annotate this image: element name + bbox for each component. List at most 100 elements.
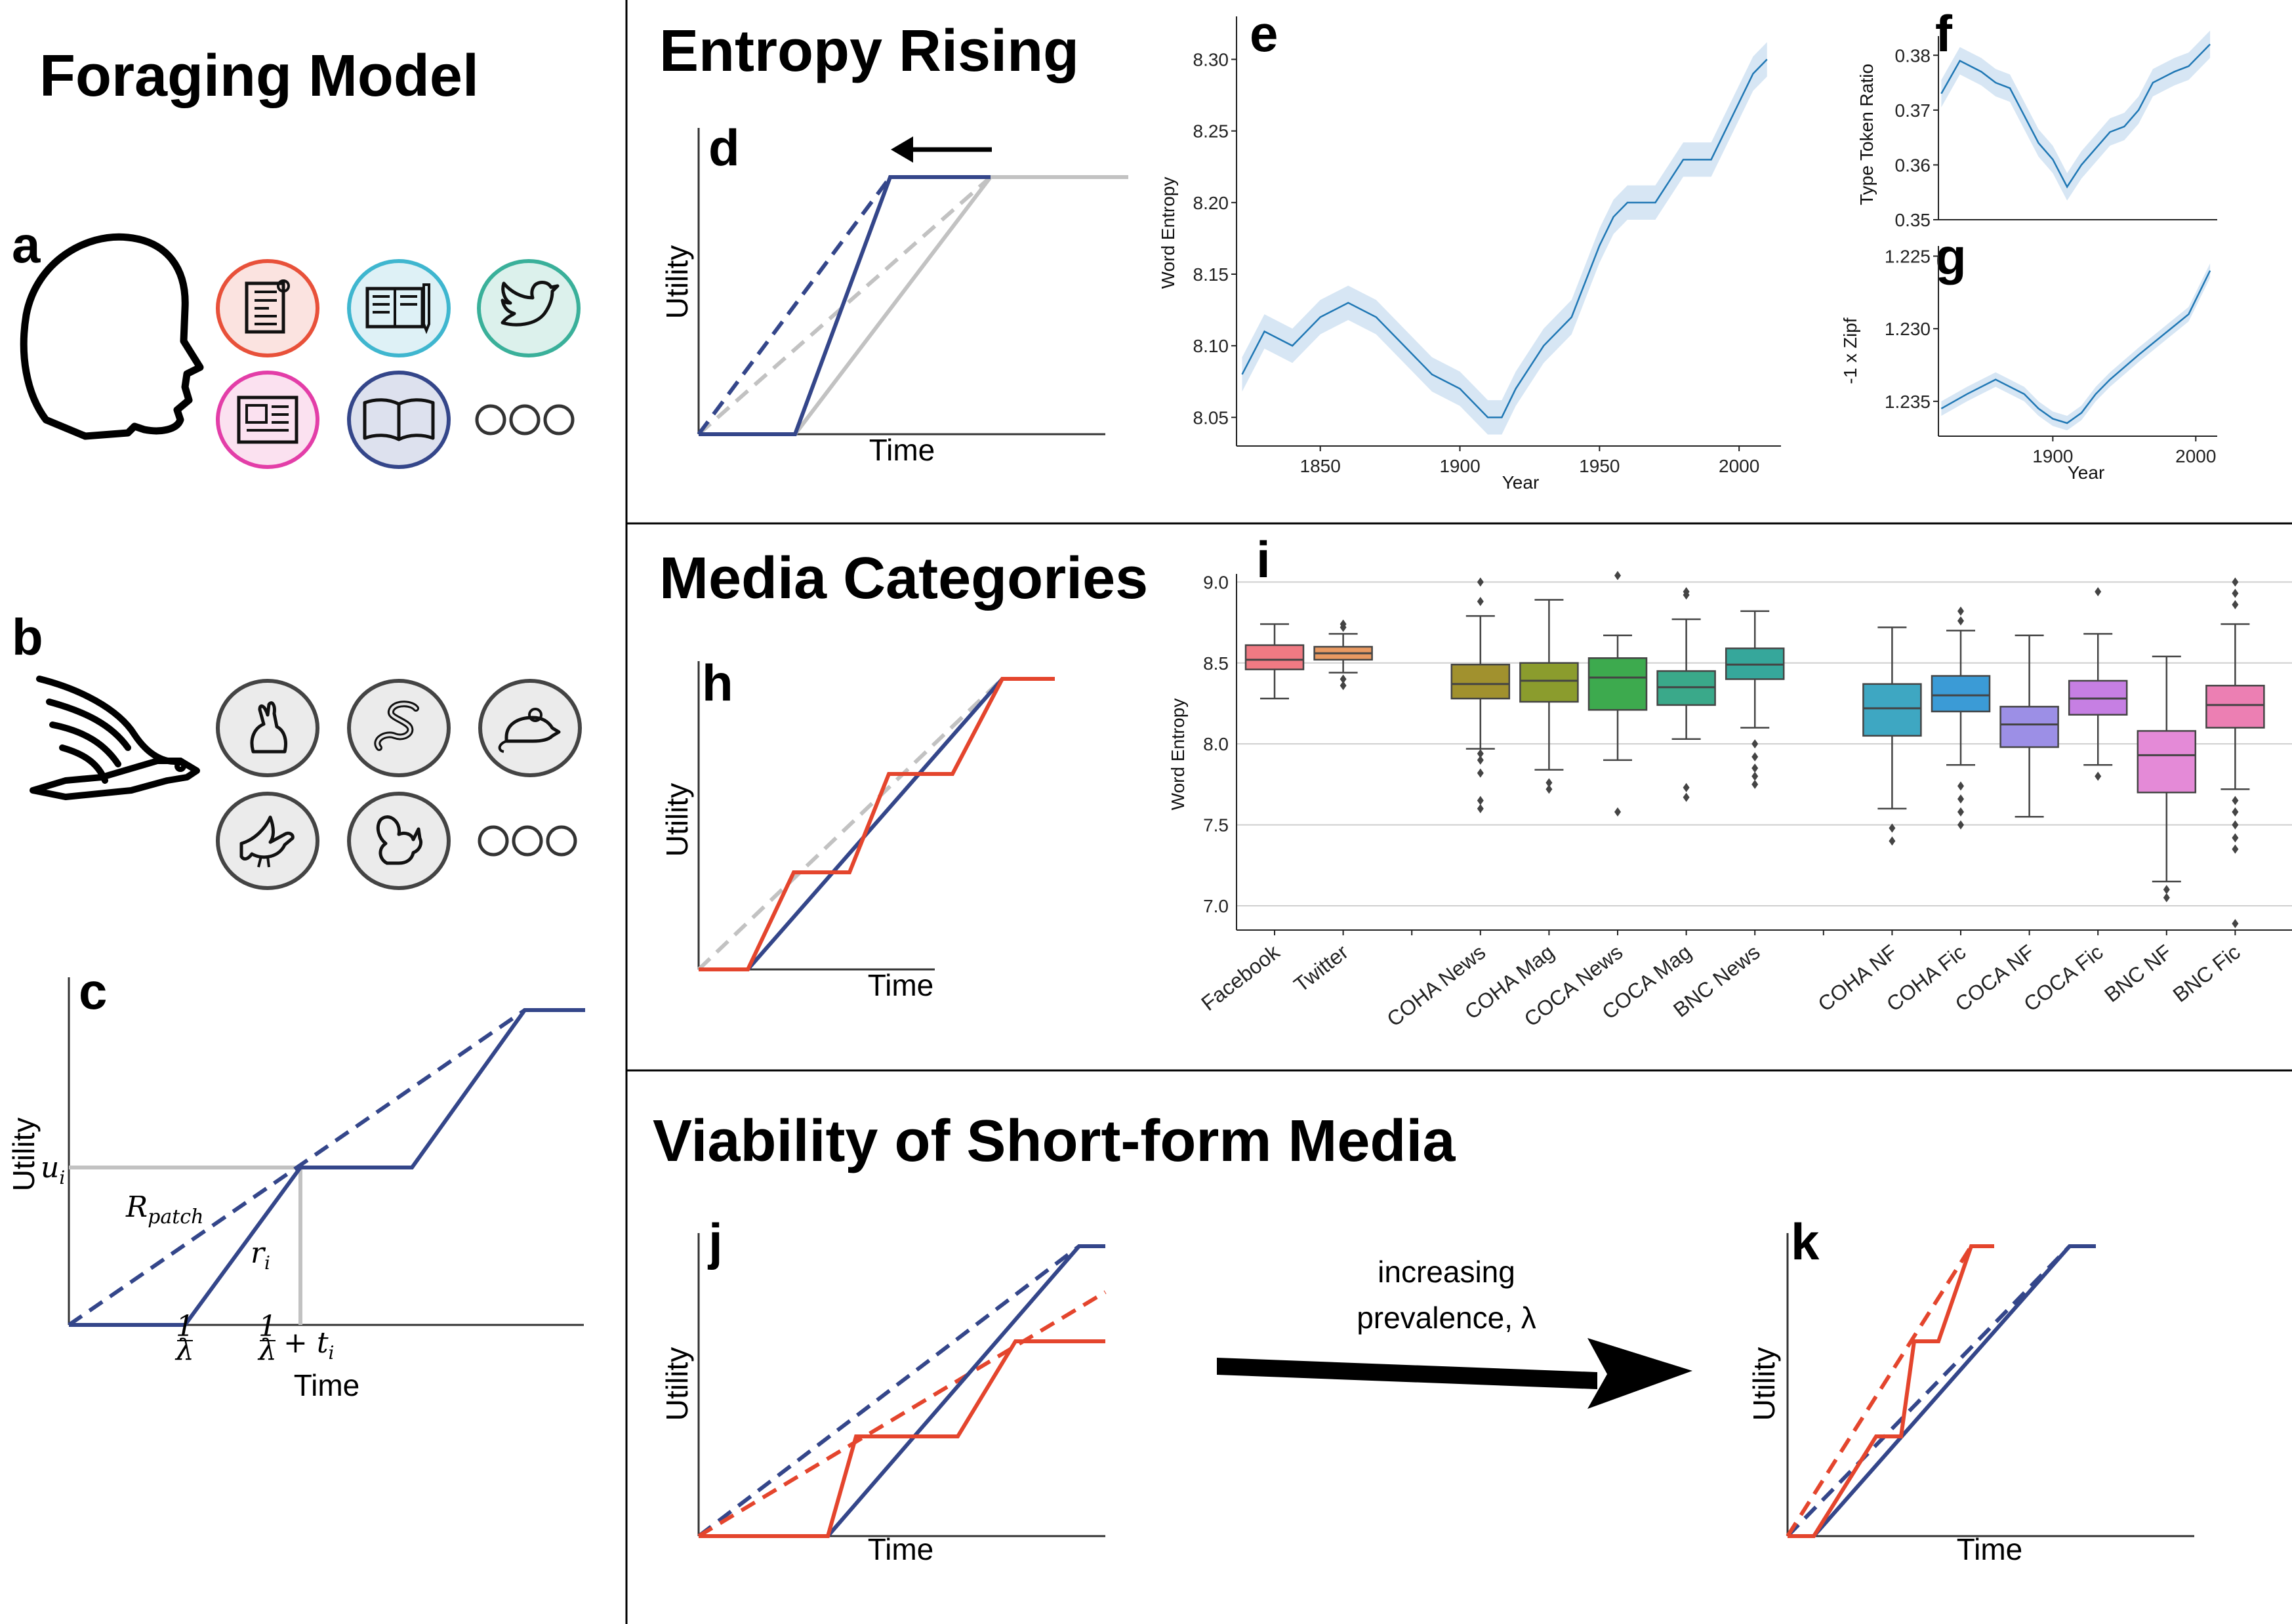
blue-dashed-line	[697, 176, 892, 436]
confidence-band	[1941, 30, 2211, 201]
y-tick-label: 8.0	[1203, 734, 1229, 754]
box	[1519, 662, 1579, 703]
box	[1931, 675, 1991, 713]
outlier	[2232, 833, 2239, 843]
outlier	[2232, 577, 2239, 587]
outlier	[2232, 796, 2239, 805]
snake-icon	[347, 679, 451, 777]
more-icon-b	[478, 825, 577, 857]
svg-text:1: 1	[176, 1310, 194, 1343]
y-tick-label: 0.37	[1895, 100, 1931, 121]
outlier	[2232, 844, 2239, 854]
foraging-path	[69, 1008, 585, 1327]
arrow-label-increasing: increasing	[1378, 1255, 1515, 1289]
y-tick-label: 8.10	[1193, 336, 1229, 356]
red-step-line-j	[699, 1339, 1105, 1538]
box-coha-fic	[1931, 606, 1991, 830]
x-axis-label-c: Time	[294, 1368, 360, 1402]
y-axis-label-c: Utility	[7, 1118, 41, 1191]
y-tick-label: 1.230	[1885, 319, 1931, 339]
y-tick-label: 8.05	[1193, 407, 1229, 428]
outlier	[2232, 820, 2239, 830]
outlier	[1477, 748, 1484, 758]
box	[2137, 730, 2197, 794]
y-tick-label: 9.0	[1203, 572, 1229, 592]
mouse-icon	[478, 679, 582, 777]
outlier	[1477, 755, 1484, 765]
left-arrow-icon	[891, 136, 992, 163]
prey-icons	[216, 679, 582, 890]
x-axis-label-k: Time	[1957, 1532, 2023, 1566]
panel-label-c: c	[79, 962, 107, 1020]
open-book-icon	[347, 371, 451, 469]
outlier	[1340, 681, 1347, 691]
box	[1587, 657, 1648, 711]
series-line	[1241, 58, 1768, 418]
outlier	[1683, 792, 1690, 802]
news-article-icon	[216, 371, 319, 469]
x-tick-label: BNC Fic	[2169, 940, 2245, 1007]
y-axis-label-j: Utility	[660, 1347, 694, 1421]
panel-label-k: k	[1791, 1213, 1820, 1270]
svg-text:1: 1	[258, 1310, 277, 1343]
outlier	[1751, 763, 1759, 773]
outlier	[1751, 752, 1759, 761]
outlier	[1477, 596, 1484, 606]
box	[1244, 644, 1305, 670]
box	[1450, 663, 1511, 700]
red-step-line-h	[699, 677, 1055, 971]
x-tick-label: 2000	[2175, 446, 2216, 466]
x-axis-label-e: Year	[1502, 472, 1540, 493]
panel-c-axes	[68, 977, 584, 1326]
red-dashed-line-k	[1786, 1245, 1973, 1537]
outlier	[2232, 599, 2239, 609]
box-coha-nf	[1862, 626, 1922, 846]
outlier	[1683, 587, 1690, 597]
red-dashed-line-j	[697, 1290, 1107, 1538]
squirrel-icon	[347, 792, 451, 890]
blue-solid-line-j	[699, 1244, 1105, 1538]
x-axis-label-j: Time	[868, 1532, 934, 1566]
arrow-label-prevalence: prevalence, λ	[1357, 1301, 1536, 1335]
outlier	[1545, 778, 1553, 788]
bird-icon	[216, 792, 319, 890]
panel-label-g: g	[1935, 228, 1967, 285]
panel-k-axes	[1786, 1233, 2194, 1537]
human-head-icon	[20, 233, 204, 440]
panel-label-h: h	[702, 654, 733, 712]
panel-label-j: j	[707, 1213, 723, 1270]
box-coha-news	[1450, 577, 1511, 813]
outlier	[1477, 768, 1484, 778]
blue-dashed-line-j	[697, 1244, 1080, 1538]
x-axis-label-h: Time	[868, 968, 934, 1002]
confidence-band	[1242, 42, 1767, 435]
y-tick-label: 0.35	[1895, 210, 1931, 230]
panel-h-axes	[697, 661, 935, 971]
box-bnc-fic	[2205, 577, 2265, 929]
y-axis-label-g: -1 x Zipf	[1840, 317, 1860, 384]
eagle-icon	[30, 676, 200, 800]
outlier	[1683, 782, 1690, 792]
box-facebook	[1244, 623, 1305, 700]
chart-e: 8.05 8.10 8.15 8.20 8.25 8.30 1850 1900 1950 2000	[1193, 16, 1781, 476]
tick-inv-lambda: 1 λ	[174, 1310, 194, 1367]
r-patch-label: Rpatch	[125, 1190, 203, 1228]
r-patch-line	[68, 1008, 526, 1327]
box-coha-mag	[1519, 599, 1579, 794]
box	[2205, 685, 2265, 729]
chart-g: 1.225 1.230 1.235 1900 2000	[1885, 246, 2217, 466]
u-i-label: ui	[41, 1151, 65, 1188]
panel-d-axes	[697, 128, 1105, 436]
box-coca-fic	[2068, 587, 2128, 781]
outlier	[1477, 796, 1484, 805]
x-tick-label: 1850	[1300, 456, 1341, 476]
y-axis-label-h: Utility	[660, 783, 694, 857]
panel-label-b: b	[12, 608, 43, 666]
box-coca-mag	[1656, 587, 1716, 802]
study-book-icon	[347, 259, 451, 357]
panel-label-e: e	[1250, 5, 1278, 62]
y-tick-label: 1.235	[1885, 392, 1931, 412]
x-tick-label: 1950	[1579, 456, 1620, 476]
